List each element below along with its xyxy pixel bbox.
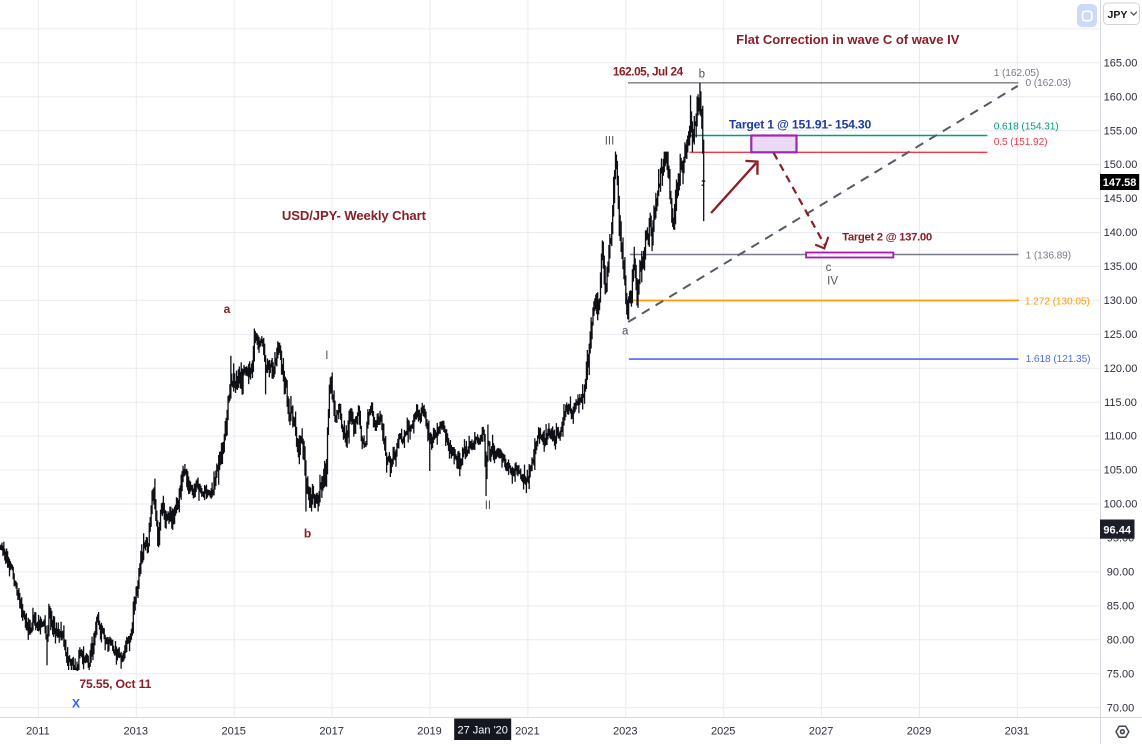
svg-text:2013: 2013 xyxy=(124,726,148,738)
svg-text:0.618 (154.31): 0.618 (154.31) xyxy=(994,122,1059,133)
svg-text:120.00: 120.00 xyxy=(1104,363,1138,375)
svg-text:2023: 2023 xyxy=(613,726,637,738)
svg-text:Target 2 @ 137.00: Target 2 @ 137.00 xyxy=(842,232,932,244)
svg-text:145.00: 145.00 xyxy=(1104,193,1138,205)
svg-text:I: I xyxy=(325,350,328,362)
svg-text:105.00: 105.00 xyxy=(1104,465,1138,477)
svg-text:b: b xyxy=(304,527,311,541)
svg-text:2027: 2027 xyxy=(809,726,833,738)
svg-text:130.00: 130.00 xyxy=(1104,295,1138,307)
svg-text:140.00: 140.00 xyxy=(1104,227,1138,239)
svg-text:II: II xyxy=(485,500,491,512)
svg-text:110.00: 110.00 xyxy=(1104,431,1137,443)
svg-text:2017: 2017 xyxy=(319,726,343,738)
svg-text:2011: 2011 xyxy=(26,726,50,738)
svg-text:155.00: 155.00 xyxy=(1104,125,1138,137)
svg-text:III: III xyxy=(605,136,615,148)
svg-text:USD/JPY- Weekly Chart: USD/JPY- Weekly Chart xyxy=(282,208,427,223)
svg-text:a: a xyxy=(224,302,231,316)
svg-text:125.00: 125.00 xyxy=(1104,329,1138,341)
svg-text:27 Jan '20: 27 Jan '20 xyxy=(457,725,507,737)
svg-text:a: a xyxy=(622,326,629,338)
svg-text:JPY: JPY xyxy=(1108,9,1128,21)
svg-text:2021: 2021 xyxy=(515,726,539,738)
svg-text:X: X xyxy=(72,697,80,711)
svg-text:2015: 2015 xyxy=(221,726,245,738)
svg-text:147.58: 147.58 xyxy=(1103,177,1137,189)
svg-text:150.00: 150.00 xyxy=(1104,159,1138,171)
svg-text:1 (136.89): 1 (136.89) xyxy=(1026,250,1071,261)
svg-text:165.00: 165.00 xyxy=(1104,57,1138,69)
svg-text:75.55, Oct 11: 75.55, Oct 11 xyxy=(79,677,151,691)
svg-text:0.5 (151.92): 0.5 (151.92) xyxy=(994,137,1048,148)
svg-text:80.00: 80.00 xyxy=(1107,634,1135,646)
svg-text:Target 1 @ 151.91- 154.30: Target 1 @ 151.91- 154.30 xyxy=(729,118,872,132)
svg-text:IV: IV xyxy=(827,276,838,288)
svg-text:0 (162.03): 0 (162.03) xyxy=(1026,78,1071,89)
svg-text:90.00: 90.00 xyxy=(1107,567,1135,579)
svg-text:135.00: 135.00 xyxy=(1104,261,1138,273)
svg-text:75.00: 75.00 xyxy=(1107,668,1135,680)
svg-text:2031: 2031 xyxy=(1005,726,1029,738)
svg-text:162.05, Jul 24: 162.05, Jul 24 xyxy=(613,65,684,79)
svg-text:2029: 2029 xyxy=(907,726,931,738)
svg-text:Flat Correction in wave C of w: Flat Correction in wave C of wave IV xyxy=(736,32,960,47)
svg-text:96.44: 96.44 xyxy=(1103,525,1131,537)
svg-text:2025: 2025 xyxy=(711,726,735,738)
svg-text:1 (162.05): 1 (162.05) xyxy=(994,68,1039,79)
svg-text:115.00: 115.00 xyxy=(1104,397,1137,409)
svg-text:c: c xyxy=(826,262,832,274)
svg-text:2019: 2019 xyxy=(417,726,441,738)
svg-text:b: b xyxy=(699,69,705,81)
svg-text:1.272 (130.05): 1.272 (130.05) xyxy=(1025,297,1090,308)
svg-text:1.618 (121.35): 1.618 (121.35) xyxy=(1026,354,1091,365)
svg-text:70.00: 70.00 xyxy=(1107,702,1135,714)
svg-text:160.00: 160.00 xyxy=(1104,91,1138,103)
svg-text:85.00: 85.00 xyxy=(1107,600,1135,612)
svg-text:100.00: 100.00 xyxy=(1104,499,1138,511)
